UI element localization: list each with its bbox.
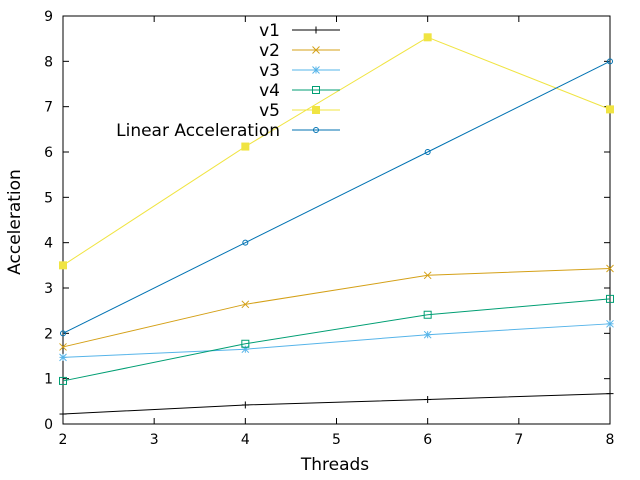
y-tick-label: 9 [44, 9, 53, 25]
data-point-v3 [606, 319, 614, 328]
series-line-linear-acceleration [62, 60, 611, 334]
x-axis-label: Threads [300, 455, 369, 475]
legend-marker-v2-stroke [312, 46, 320, 54]
x-tick-label: 5 [332, 432, 341, 448]
y-tick-label: 6 [44, 145, 53, 161]
plot-area: 2 3 4 5 6 7 8 0 1 2 3 4 5 6 7 8 9 [44, 9, 614, 448]
legend-marker-v1 [312, 26, 320, 34]
data-point-v3 [59, 353, 67, 362]
legend-marker-v4 [312, 86, 320, 94]
data-point-v1 [241, 401, 249, 409]
data-point-v5-shape [241, 142, 250, 151]
series-line-v3 [62, 323, 611, 358]
y-tick-label: 2 [44, 326, 53, 342]
y-tick-label: 7 [44, 100, 53, 116]
x-tick-label: 2 [59, 432, 68, 448]
legend-marker-v3 [312, 66, 320, 74]
series-line-v1 [62, 393, 611, 415]
data-point-v4-shape [59, 376, 67, 385]
legend-marker-linear-acceleration [313, 127, 319, 133]
data-point-linear-acceleration-shape [60, 330, 66, 337]
data-point-linear-acceleration-shape [424, 149, 431, 155]
series-line-v4 [62, 298, 611, 382]
legend-label-v4: v4 [259, 81, 280, 101]
x-tick-label: 6 [423, 432, 432, 448]
x-tick-label: 4 [241, 432, 250, 448]
data-point-v5 [423, 33, 432, 42]
data-point-linear-acceleration [242, 239, 249, 246]
data-point-v2 [606, 264, 614, 273]
series-line-v5 [62, 36, 611, 266]
legend-marker-v3-stroke [312, 66, 320, 74]
data-point-v2 [423, 271, 432, 280]
data-point-v3-stroke [423, 330, 432, 339]
legend-label-v2: v2 [259, 41, 280, 61]
data-point-v4-shape [423, 310, 432, 319]
data-point-v1 [606, 390, 614, 398]
data-point-v1 [424, 396, 432, 404]
series-line-v2 [62, 268, 611, 348]
y-tick-label: 8 [44, 54, 53, 70]
legend-marker-v4-shape [312, 86, 320, 94]
legend-marker-linear-acceleration-shape [313, 127, 319, 133]
data-point-linear-acceleration [424, 149, 431, 155]
data-point-linear-acceleration-shape [242, 239, 249, 246]
x-tick-label: 3 [150, 432, 159, 448]
data-point-v3 [241, 345, 250, 354]
data-point-v4 [423, 310, 432, 319]
data-point-v4 [59, 376, 67, 385]
legend-label-v5: v5 [259, 101, 280, 121]
data-point-v5-shape [606, 105, 614, 114]
legend-marker-v5-shape [312, 106, 320, 114]
data-point-v5 [241, 142, 250, 151]
y-tick-label: 3 [44, 281, 53, 297]
data-point-v2 [59, 343, 67, 351]
y-tick-label: 5 [44, 190, 53, 206]
legend-label-v3: v3 [259, 61, 280, 81]
data-point-v5 [59, 261, 67, 270]
data-point-v4 [241, 339, 250, 348]
data-point-v5-shape [59, 261, 67, 270]
data-point-v2-stroke [241, 300, 250, 309]
data-point-v5-shape [423, 33, 432, 42]
data-point-v2-stroke [606, 264, 614, 273]
y-axis-label: Acceleration [5, 169, 25, 275]
x-tick-label: 8 [606, 432, 615, 448]
data-point-v5 [606, 105, 614, 114]
data-point-v2-stroke [423, 271, 432, 280]
data-point-v1 [59, 410, 67, 418]
data-point-linear-acceleration [607, 58, 613, 65]
data-point-v3-stroke [606, 319, 614, 328]
data-point-v4 [606, 294, 614, 303]
y-tick-label: 4 [44, 236, 53, 252]
y-tick-label: 0 [44, 417, 53, 433]
y-tick-label: 1 [44, 372, 53, 388]
data-point-linear-acceleration [60, 330, 66, 337]
data-point-v2 [241, 300, 250, 309]
data-point-linear-acceleration-shape [607, 58, 613, 65]
legend-label-v1: v1 [259, 21, 280, 41]
data-point-v2-stroke [59, 343, 67, 351]
data-point-v4-shape [241, 339, 250, 348]
data-point-v3 [423, 330, 432, 339]
legend-marker-v2 [312, 46, 320, 54]
x-tick-label: 7 [514, 432, 523, 448]
data-point-v3-stroke [59, 353, 67, 362]
data-point-v4-shape [606, 294, 614, 303]
legend-marker-v5 [312, 106, 320, 114]
legend-label-linear-acceleration: Linear Acceleration [116, 121, 280, 141]
